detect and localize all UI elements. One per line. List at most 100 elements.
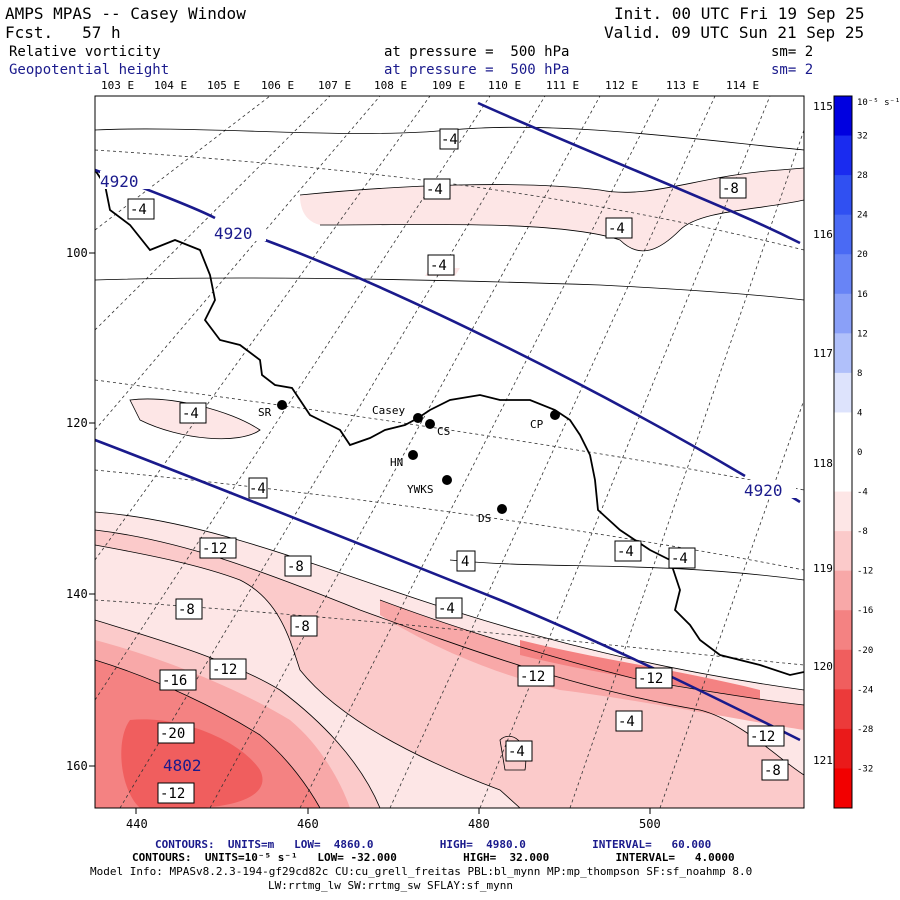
vort-label: -4 (249, 481, 266, 497)
x-tick-label: 460 (297, 817, 319, 831)
graticule (95, 96, 804, 808)
height-label: 4920 (100, 172, 139, 191)
vort-label: -4 (130, 202, 147, 218)
lon-label-top: 113 E (666, 79, 699, 92)
vort-label: -4 (671, 551, 688, 567)
station-label: Casey (372, 404, 405, 417)
plot-title: AMPS MPAS -- Casey Window (5, 4, 246, 23)
colorbar-label: 4 (857, 408, 862, 418)
colorbar-cell (834, 649, 852, 690)
colorbar-label: 28 (857, 171, 868, 181)
y-tick-label: 120 (66, 416, 88, 430)
station-cp-marker (550, 410, 560, 420)
lon-label-top: 109 E (432, 79, 465, 92)
vort-label: -8 (287, 559, 304, 575)
lon-label-top: 108 E (374, 79, 407, 92)
stations: Casey CS SR CP HN YWKS DS (258, 400, 560, 525)
colorbar-cells (834, 96, 852, 809)
y-tick-label: 100 (66, 246, 88, 260)
x-tick-label: 500 (639, 817, 661, 831)
colorbar-cell (834, 254, 852, 295)
vort-label: -12 (638, 671, 663, 687)
map-plot-area (95, 96, 804, 808)
colorbar-cell (834, 372, 852, 413)
x-tick-label: 480 (468, 817, 490, 831)
vort-label: -8 (293, 619, 310, 635)
height-labels: 4920 4920 4920 4802 (100, 171, 796, 775)
vort-label: -4 (441, 132, 458, 148)
x-tick-label: 440 (126, 817, 148, 831)
vort-label: -12 (160, 786, 185, 802)
colorbar-cell (834, 412, 852, 453)
vort-label: -4 (618, 714, 635, 730)
colorbar-cell (834, 175, 852, 216)
height-label: 4920 (214, 224, 253, 243)
vort-label: -16 (162, 673, 187, 689)
height-label: 4802 (163, 756, 202, 775)
vort-label: -4 (617, 544, 634, 560)
colorbar-unit: 10⁻⁵ s⁻¹ (857, 98, 900, 108)
vort-label: -20 (160, 726, 185, 742)
colorbar-label: 20 (857, 250, 868, 260)
footer-model-info: Model Info: MPASv8.2.3-194-gf29cd82c CU:… (90, 865, 753, 878)
vorticity-labels: -4 -4 -8 -4 -4 -4 -4 -4 -12 -8 4 -8 -4 -… (127, 128, 789, 804)
lon-label-top: 114 E (726, 79, 759, 92)
y-ticks (89, 252, 651, 814)
field1-smooth: sm= 2 (771, 44, 814, 60)
top-lon-labels: 103 E 104 E 105 E 106 E 107 E 108 E 109 … (101, 79, 759, 92)
colorbar-label: 24 (857, 211, 868, 221)
colorbar-cell (834, 214, 852, 255)
colorbar-cell (834, 689, 852, 730)
colorbar-label: -24 (857, 685, 873, 695)
station-label: DS (478, 512, 491, 525)
y-tick-label: 160 (66, 759, 88, 773)
field2-level: at pressure = 500 hPa (384, 62, 570, 78)
vort-label: -8 (764, 763, 781, 779)
colorbar-label: 16 (857, 290, 868, 300)
field2-smooth: sm= 2 (771, 62, 814, 78)
colorbar-cell (834, 135, 852, 176)
colorbar-label: -8 (857, 527, 868, 537)
valid-time: Valid. 09 UTC Sun 21 Sep 25 (604, 23, 865, 42)
colorbar-label: -16 (857, 606, 873, 616)
station-label: YWKS (407, 483, 434, 496)
coastline (95, 169, 804, 676)
colorbar-label: -4 (857, 488, 868, 498)
height-label: 4920 (744, 481, 783, 500)
colorbar: 10⁻⁵ s⁻¹ 32 28 24 20 16 12 8 4 0 -4 -8 -12 -16 -20 -24… (833, 95, 900, 809)
field1-name: Relative vorticity (9, 44, 161, 60)
colorbar-labels: 32 28 24 20 16 12 8 4 0 -4 -8 -12 -16 -20 -24 -28 -32 (857, 132, 873, 775)
lon-label-top: 112 E (605, 79, 638, 92)
lon-label-top: 107 E (318, 79, 351, 92)
station-label: HN (390, 456, 403, 469)
vort-label: -8 (178, 602, 195, 618)
vort-label: -12 (202, 541, 227, 557)
colorbar-cell (834, 610, 852, 651)
station-label: CP (530, 418, 544, 431)
colorbar-cell (834, 768, 852, 809)
station-ywks-marker (442, 475, 452, 485)
colorbar-cell (834, 96, 852, 137)
colorbar-cell (834, 531, 852, 572)
colorbar-cell (834, 452, 852, 493)
colorbar-cell (834, 728, 852, 769)
x-axis-labels: 440 460 480 500 (126, 817, 661, 831)
footer-model-info2: LW:rrtmg_lw SW:rrtmg_sw SFLAY:sf_mynn (268, 879, 514, 892)
vort-label: -4 (182, 406, 199, 422)
station-label: SR (258, 406, 272, 419)
field2-name: Geopotential height (9, 62, 170, 78)
vort-label: 4 (461, 554, 469, 570)
station-casey-marker (413, 413, 423, 423)
colorbar-cell (834, 333, 852, 374)
colorbar-label: -12 (857, 567, 873, 577)
colorbar-label: -20 (857, 646, 873, 656)
station-label: CS (437, 425, 450, 438)
vort-label: -4 (608, 221, 625, 237)
colorbar-label: 12 (857, 329, 868, 339)
colorbar-label: 0 (857, 448, 862, 458)
vort-label: -4 (508, 744, 525, 760)
colorbar-label: 8 (857, 369, 862, 379)
colorbar-cell (834, 570, 852, 611)
plot-border (94, 95, 805, 809)
